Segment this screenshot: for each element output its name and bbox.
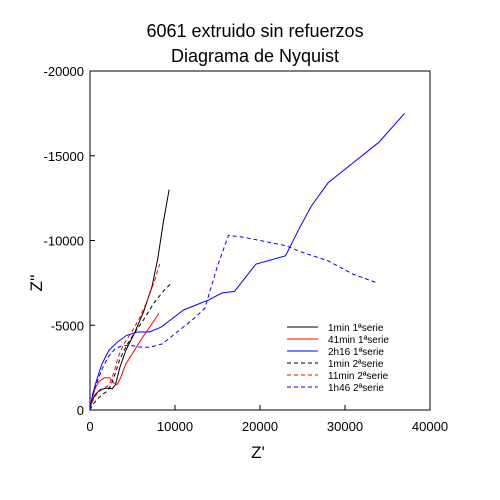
y-tick-label: -15000 [44, 149, 84, 164]
legend-label: 11min 2ªserie [328, 371, 389, 382]
legend-label: 1h46 2ªserie [328, 383, 384, 394]
y-tick-label: -20000 [44, 64, 84, 79]
series-line [90, 234, 378, 410]
series-line [90, 189, 170, 410]
y-axis-label: Z'' [27, 275, 46, 292]
x-tick-label: 10000 [157, 419, 193, 434]
series-line [90, 313, 160, 410]
series-lines [90, 113, 405, 410]
y-tick-label: -10000 [44, 234, 84, 249]
plot-area: 0 10000 20000 30000 40000 0 -5000 -10000 -15000 -… [44, 64, 449, 434]
x-tick-label: 0 [86, 419, 93, 434]
series-line [90, 113, 405, 410]
legend-label: 2h16 1ªserie [328, 347, 384, 358]
x-tick-label: 20000 [242, 419, 278, 434]
legend-label: 1min 1ªserie [328, 323, 384, 334]
y-tick-label: -5000 [51, 318, 84, 333]
legend-label: 41min 1ªserie [328, 335, 389, 346]
series-line [90, 282, 172, 410]
x-axis-label: Z' [251, 443, 265, 462]
y-tick-label: 0 [77, 403, 84, 418]
x-tick-label: 40000 [412, 419, 448, 434]
series-line [90, 264, 161, 410]
x-tick-label: 30000 [327, 419, 363, 434]
chart-title: 6061 extruido sin refuerzos [146, 21, 363, 41]
legend-label: 1min 2ªserie [328, 359, 384, 370]
chart-subtitle: Diagrama de Nyquist [171, 46, 339, 66]
